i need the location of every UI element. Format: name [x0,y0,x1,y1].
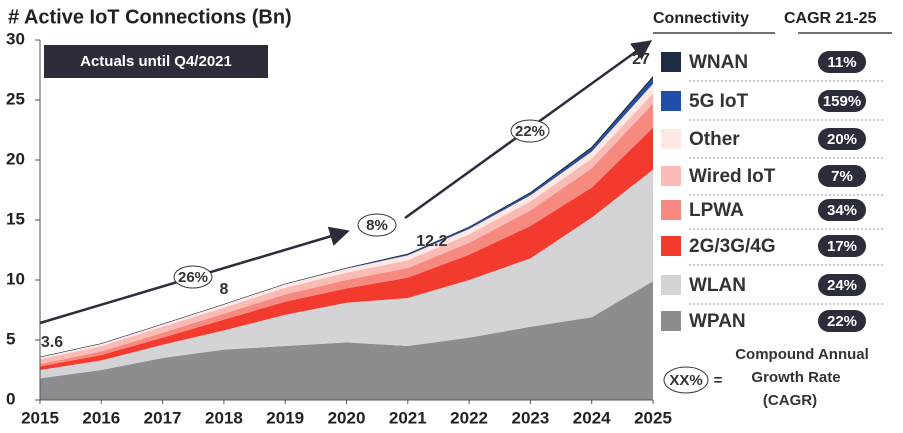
cagr-ellipse [510,119,550,143]
y-tick-label: 10 [6,269,25,288]
x-tick-label: 2023 [511,408,549,427]
y-tick-label: 30 [6,29,25,48]
cagr-value: 7% [831,168,853,185]
total-label: 3.6 [41,334,63,351]
legend-swatch [661,91,681,111]
cagr-badge [818,90,866,112]
x-tick-label: 2019 [266,408,304,427]
legend-swatch [661,200,681,220]
cagr-ellipse [357,213,397,237]
cagr-label: 8% [366,217,388,234]
cagr-header: CAGR 21-25 [784,10,877,27]
legend-label: WNAN [689,52,748,73]
actuals-text: Actuals until Q4/2021 [80,53,232,70]
x-tick-label: 2024 [573,408,611,427]
y-tick-label: 15 [6,209,25,228]
cagr-badge [818,310,866,332]
cagr-badge [818,128,866,150]
y-tick-label: 20 [6,149,25,168]
cagr-badge [818,165,866,187]
cagr-label: 22% [515,123,545,140]
legend-label: Wired IoT [689,166,776,187]
legend-swatch [661,311,681,331]
x-tick-label: 2020 [328,408,366,427]
legend-swatch [661,275,681,295]
note-ellipse [663,366,709,394]
x-tick-label: 2016 [82,408,120,427]
cagr-badge [818,274,866,296]
y-tick-label: 25 [6,89,25,108]
note-equals: = [714,372,723,389]
legend-label: 2G/3G/4G [689,236,776,257]
legend-label: WLAN [689,275,746,296]
cagr-ellipse [173,265,213,289]
x-tick-label: 2017 [144,408,182,427]
cagr-value: 34% [827,202,857,219]
cagr-value: 17% [827,238,857,255]
cagr-value: 22% [827,313,857,330]
note-line: (CAGR) [763,392,817,409]
x-tick-label: 2018 [205,408,243,427]
legend-swatch [661,129,681,149]
cagr-value: 20% [827,131,857,148]
legend-label: LPWA [689,200,744,221]
cagr-badge [818,51,866,73]
legend-label: Other [689,129,740,150]
cagr-badge [818,235,866,257]
note-line: Compound Annual [735,346,869,363]
cagr-badge [818,199,866,221]
legend-label: WPAN [689,311,746,332]
y-tick-label: 5 [6,329,15,348]
x-tick-label: 2025 [634,408,672,427]
x-tick-label: 2021 [389,408,427,427]
cagr-label: 26% [178,269,208,286]
legend-swatch [661,52,681,72]
note-line: Growth Rate [751,369,840,386]
total-label: 8 [219,281,228,298]
x-tick-label: 2015 [21,408,59,427]
legend-header: Connectivity [653,10,749,27]
legend-label: 5G IoT [689,91,749,112]
note-symbol: XX% [669,372,702,389]
cagr-value: 24% [827,277,857,294]
legend-swatch [661,166,681,186]
y-tick-label: 0 [6,389,15,408]
area-1 [40,169,653,379]
x-tick-label: 2022 [450,408,488,427]
cagr-value: 11% [827,54,856,71]
area-0 [40,281,653,400]
area-2 [40,127,653,370]
total-label: 27 [632,51,650,68]
cagr-value: 159% [823,93,861,110]
total-label: 12.2 [416,233,447,250]
actuals-box [44,45,268,78]
legend-swatch [661,236,681,256]
chart-title: # Active IoT Connections (Bn) [8,6,292,28]
